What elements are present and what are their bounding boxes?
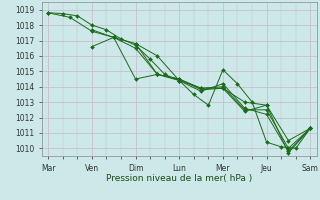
X-axis label: Pression niveau de la mer( hPa ): Pression niveau de la mer( hPa ) <box>106 174 252 183</box>
